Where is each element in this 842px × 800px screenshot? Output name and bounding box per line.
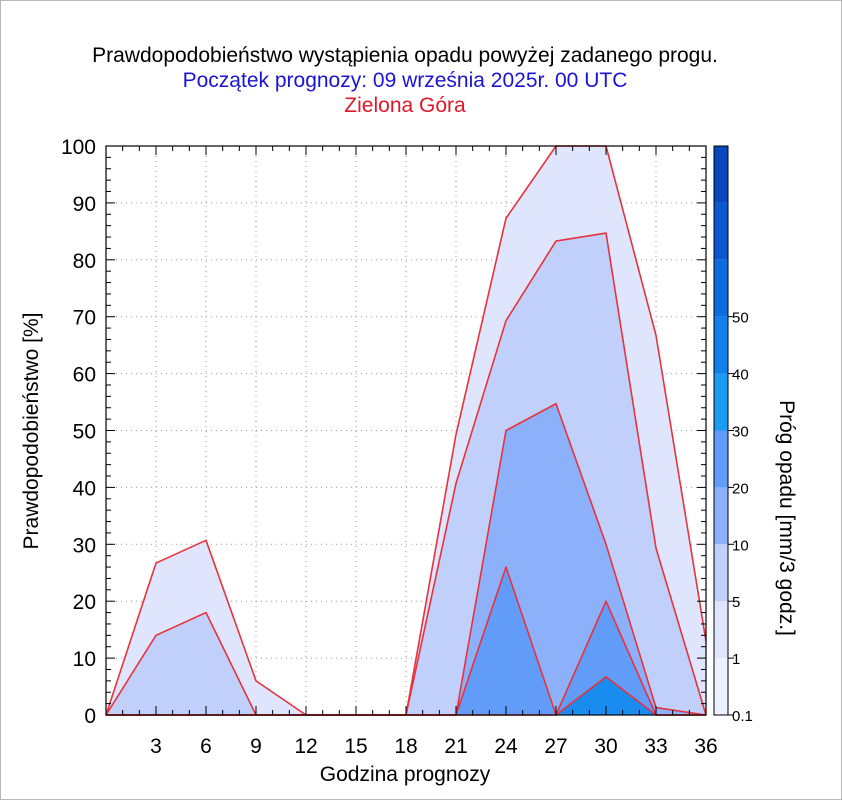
chart-title: Prawdopodobieństwo wystąpienia opadu pow… (92, 44, 718, 67)
colorbar-segment (714, 373, 728, 431)
chart-location: Zielona Góra (344, 94, 466, 117)
colorbar-tick-label: 40 (732, 367, 749, 384)
area-series (105, 145, 707, 716)
chart-subtitle: Początek prognozy: 09 września 2025r. 00… (183, 69, 628, 92)
y-tick-label: 80 (73, 250, 96, 273)
x-tick-label: 27 (544, 735, 567, 758)
x-tick-label: 36 (694, 735, 717, 758)
colorbar-segment (714, 146, 728, 203)
y-tick-label: 60 (73, 364, 96, 387)
colorbar-segment (714, 316, 728, 374)
x-tick-label: 33 (644, 735, 667, 758)
x-tick-label: 9 (250, 735, 262, 758)
colorbar-tick-label: 0.1 (732, 708, 753, 725)
colorbar-segment (714, 202, 728, 260)
colorbar-tick-label: 30 (732, 424, 749, 441)
plot-area (105, 145, 707, 716)
y-tick-label: 40 (73, 477, 96, 500)
y-tick-label: 30 (73, 534, 96, 557)
y-tick-label: 100 (61, 136, 96, 159)
colorbar-segment (714, 259, 728, 317)
x-tick-label: 21 (444, 735, 467, 758)
colorbar-segment (714, 487, 728, 545)
y-tick-label: 10 (73, 648, 96, 671)
colorbar-tick-label: 10 (732, 537, 749, 554)
colorbar-tick-label: 20 (732, 480, 749, 497)
x-tick-label: 3 (150, 735, 162, 758)
x-tick-label: 18 (394, 735, 417, 758)
x-tick-label: 15 (344, 735, 367, 758)
colorbar-segment (714, 430, 728, 488)
x-tick-label: 12 (294, 735, 317, 758)
colorbar-segment (714, 544, 728, 602)
y-tick-label: 70 (73, 307, 96, 330)
area-threshold-10 (106, 567, 706, 715)
x-tick-label: 6 (200, 735, 212, 758)
x-tick-label: 30 (594, 735, 617, 758)
colorbar-title: Próg opadu [mm/3 godz.] (775, 400, 798, 636)
ticks (106, 146, 706, 715)
colorbar-tick-label: 5 (732, 594, 740, 611)
colorbar-segment (714, 658, 728, 715)
colorbar-segment (714, 601, 728, 659)
area-threshold-5 (106, 403, 706, 715)
colorbar-tick-label: 1 (732, 651, 740, 668)
y-tick-label: 50 (73, 421, 96, 444)
x-tick-label: 24 (494, 735, 518, 758)
y-tick-label: 0 (84, 705, 96, 728)
x-axis-title: Godzina prognozy (320, 763, 491, 786)
y-tick-label: 20 (73, 591, 96, 614)
colorbar: 0.1 1 5 10 20 30 40 50 (713, 145, 753, 725)
y-axis-title: Prawdopodobieństwo [%] (20, 313, 43, 550)
colorbar-tick-label: 50 (732, 310, 749, 327)
y-tick-label: 90 (73, 193, 96, 216)
area-threshold-20 (106, 676, 706, 715)
